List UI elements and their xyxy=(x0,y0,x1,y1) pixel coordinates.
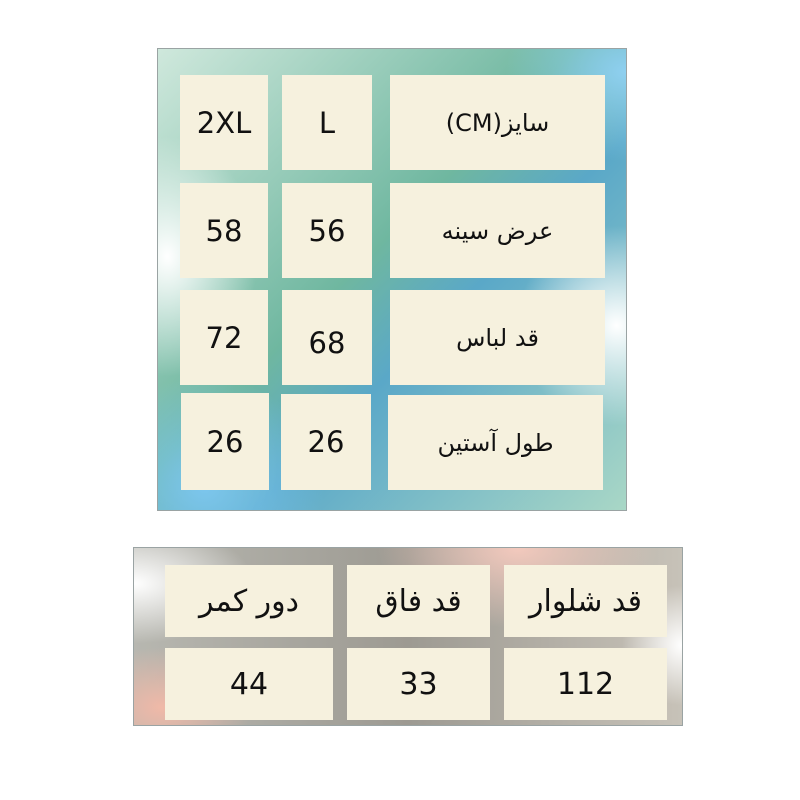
sleeve-2xl: 26 xyxy=(181,393,269,490)
row-label-chest: عرض سینه xyxy=(390,183,605,278)
chest-l: 56 xyxy=(282,183,372,278)
header-waist: دور کمر xyxy=(165,565,333,637)
size-header-label: سایز(CM) xyxy=(390,75,605,170)
value-waist: 44 xyxy=(165,648,333,720)
size-header-2xl: 2XL xyxy=(180,75,268,170)
size-header-l: L xyxy=(282,75,372,170)
row-label-sleeve: طول آستین xyxy=(388,395,603,490)
header-rise: قد فاق xyxy=(347,565,490,637)
length-2xl: 72 xyxy=(180,290,268,385)
value-rise: 33 xyxy=(347,648,490,720)
row-label-length: قد لباس xyxy=(390,290,605,385)
header-pants-length: قد شلوار xyxy=(504,565,667,637)
sleeve-l: 26 xyxy=(281,394,371,490)
length-l: 68 xyxy=(282,290,372,385)
value-pants-length: 112 xyxy=(504,648,667,720)
chest-2xl: 58 xyxy=(180,183,268,278)
